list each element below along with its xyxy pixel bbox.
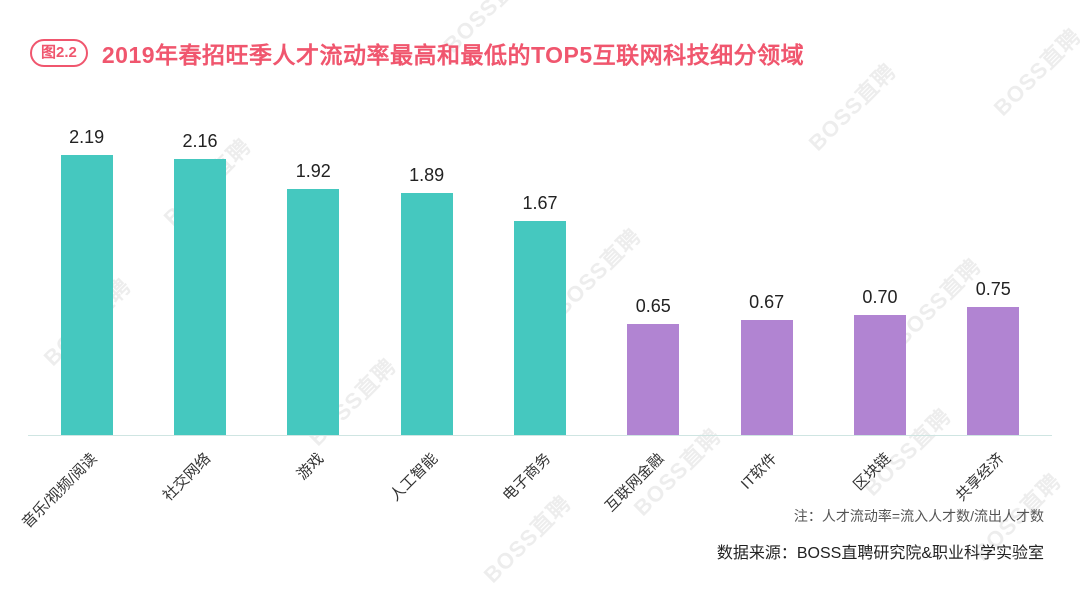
bar-high xyxy=(513,221,566,435)
bar-value-label: 1.67 xyxy=(522,193,558,213)
source-text: 数据来源：BOSS直聘研究院&职业科学实验室 xyxy=(716,545,1044,562)
bar-low xyxy=(967,307,1020,435)
category-cell: 游戏 xyxy=(257,436,370,531)
bar-high xyxy=(60,155,113,435)
category-cell: 音乐/视频/阅读 xyxy=(19,436,143,532)
bar-column: 1.92 xyxy=(257,135,370,435)
category-cell: 互联网金融 xyxy=(597,436,710,531)
bar-high xyxy=(400,193,453,435)
note-text: 注：人才流动率=流入人才数/流出人才数 xyxy=(793,508,1044,524)
bar-column: 2.16 xyxy=(143,131,256,435)
bar-value-label: 0.67 xyxy=(749,292,785,312)
category-label: 游戏 xyxy=(294,450,328,484)
bar-low xyxy=(627,324,680,435)
category-label: 区块链 xyxy=(850,450,895,494)
category-label: 电子商务 xyxy=(499,450,555,505)
bar-high xyxy=(173,159,226,435)
category-label: IT软件 xyxy=(738,450,781,493)
category-cell: 人工智能 xyxy=(370,436,483,531)
category-label: 人工智能 xyxy=(386,450,441,505)
bar-value-label: 2.19 xyxy=(69,127,105,147)
watermark-text: BOSS直聘 xyxy=(988,23,1080,121)
bar-high xyxy=(287,189,340,435)
bar-column: 2.19 xyxy=(30,127,143,435)
bar-column: 0.65 xyxy=(597,135,710,435)
bar-value-label: 0.65 xyxy=(635,296,671,316)
bar-value-label: 2.16 xyxy=(182,131,218,151)
bar-column: 0.67 xyxy=(710,135,823,435)
category-label: 社交网络 xyxy=(159,450,215,505)
chart-footer: 注：人才流动率=流入人才数/流出人才数 数据来源：BOSS直聘研究院&职业科学实… xyxy=(717,506,1044,563)
bar-value-label: 1.89 xyxy=(409,165,445,185)
category-cell: 社交网络 xyxy=(143,436,256,531)
figure-badge: 图2.2 xyxy=(30,39,88,67)
chart-title: 2019年春招旺季人才流动率最高和最低的TOP5互联网科技细分领域 xyxy=(101,42,805,68)
category-cell: 电子商务 xyxy=(483,436,596,531)
category-label: 音乐/视频/阅读 xyxy=(19,450,101,532)
bar-value-label: 0.70 xyxy=(862,287,898,307)
chart-header: 图2.2 2019年春招旺季人才流动率最高和最低的TOP5互联网科技细分领域 xyxy=(30,36,804,70)
bar-column: 1.89 xyxy=(370,135,483,435)
bar-column: 0.70 xyxy=(823,135,936,435)
bar-value-label: 1.92 xyxy=(295,161,331,181)
bar-chart: 2.19 2.16 1.92 1.89 1.67 0.65 0.67 0.70 0.75 xyxy=(30,127,1050,435)
bar-value-label: 0.75 xyxy=(975,279,1011,299)
bar-low xyxy=(853,315,906,435)
bar-low xyxy=(740,320,793,435)
bar-column: 1.67 xyxy=(483,135,596,435)
x-axis-line xyxy=(28,435,1052,436)
category-label: 共享经济 xyxy=(952,450,1008,505)
category-label: 互联网金融 xyxy=(602,450,668,516)
bar-column: 0.75 xyxy=(937,135,1050,435)
